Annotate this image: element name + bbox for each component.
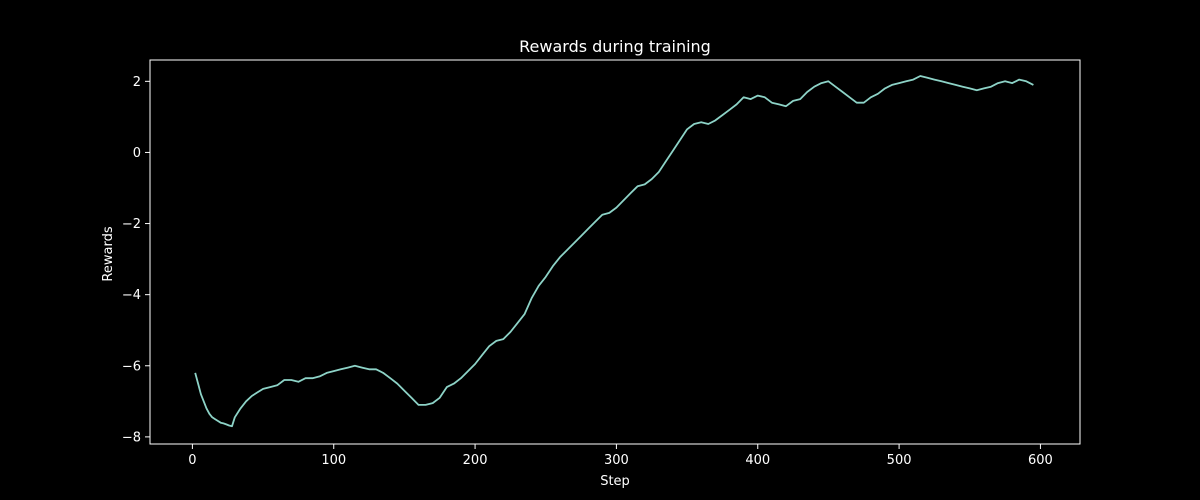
y-axis-label: Rewards [101, 226, 116, 281]
series-layer [194, 75, 1034, 428]
x-tick-label: 200 [463, 453, 488, 468]
y-tick-label: −8 [122, 430, 141, 445]
x-tick-label: 400 [745, 453, 770, 468]
y-tick-label: 2 [133, 75, 141, 90]
axis-ticks: 0 100 200 300 400 500 600 −8 −6 −4 −2 0 2 [122, 75, 1053, 468]
x-tick-label: 300 [604, 453, 629, 468]
y-tick-label: −4 [122, 288, 141, 303]
x-axis-label: Step [600, 474, 630, 489]
x-tick-label: 500 [887, 453, 912, 468]
y-tick-label: −6 [122, 359, 141, 374]
plot-area-frame [149, 59, 1081, 445]
x-tick-label: 600 [1028, 453, 1053, 468]
rewards-series-line [194, 75, 1034, 428]
x-tick-label: 100 [321, 453, 346, 468]
chart-title: Rewards during training [519, 37, 711, 56]
y-tick-label: −2 [122, 217, 141, 232]
y-tick-label: 0 [133, 146, 141, 161]
x-tick-label: 0 [188, 453, 196, 468]
